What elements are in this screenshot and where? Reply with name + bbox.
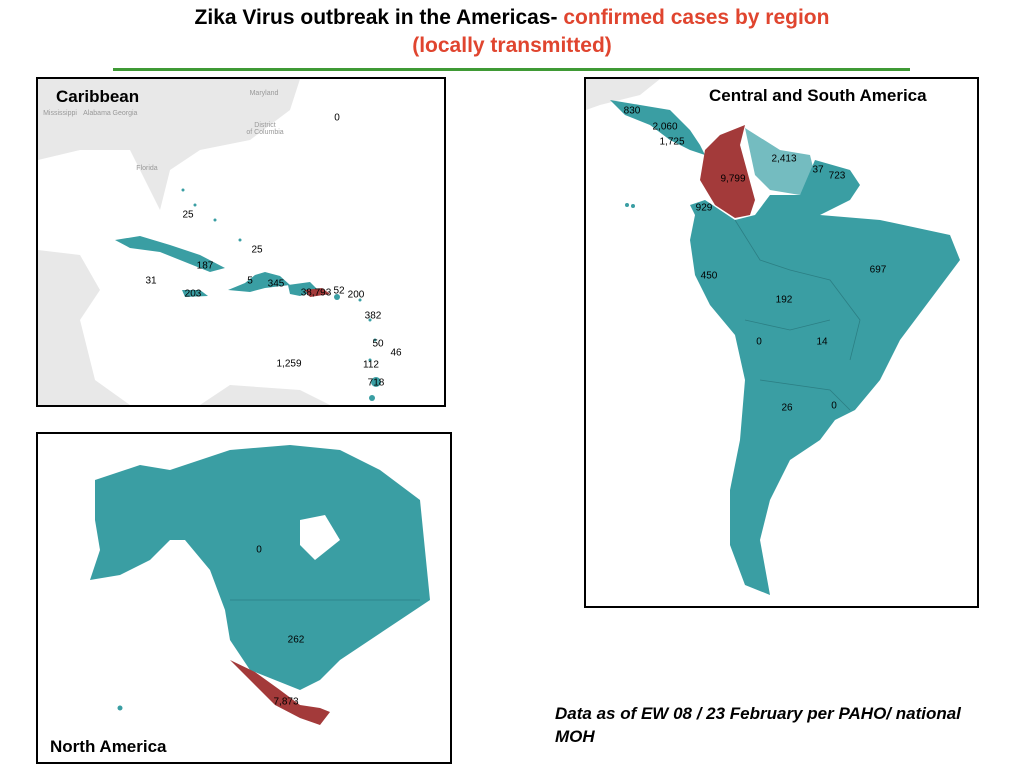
case-label: 25 bbox=[251, 245, 263, 256]
caribbean-map bbox=[38, 79, 444, 405]
case-label: 2,060 bbox=[652, 122, 677, 133]
title: Zika Virus outbreak in the Americas- con… bbox=[172, 4, 852, 60]
case-label: 830 bbox=[624, 106, 641, 117]
basemap-label: Maryland bbox=[250, 90, 279, 97]
case-label: 0 bbox=[831, 401, 837, 412]
basemap-label: Georgia bbox=[113, 110, 138, 117]
north-america-map bbox=[38, 434, 450, 762]
title-text: Zika Virus outbreak in the Americas- bbox=[194, 6, 558, 29]
case-label: 345 bbox=[268, 279, 285, 290]
south-america-map bbox=[586, 79, 977, 606]
panel-frame bbox=[584, 77, 979, 608]
case-label: 718 bbox=[368, 378, 385, 389]
footnote: Data as of EW 08 / 23 February per PAHO/… bbox=[555, 704, 961, 746]
case-label: 52 bbox=[333, 286, 345, 297]
case-label: 450 bbox=[701, 271, 718, 282]
case-label: 25 bbox=[182, 210, 194, 221]
case-label: 5 bbox=[247, 276, 253, 287]
case-label: 929 bbox=[696, 203, 713, 214]
case-label: 1,259 bbox=[276, 359, 301, 370]
panel-frame bbox=[36, 432, 452, 764]
basemap-label: of Columbia bbox=[246, 129, 283, 136]
case-label: 200 bbox=[348, 290, 365, 301]
basemap-label: District bbox=[254, 122, 275, 129]
case-label: 0 bbox=[256, 545, 262, 556]
case-label: 0 bbox=[756, 337, 762, 348]
title-highlight: confirmed cases by region (locally trans… bbox=[412, 6, 830, 57]
case-label: 187 bbox=[197, 261, 214, 272]
case-label: 192 bbox=[776, 295, 793, 306]
basemap-label: Mississippi bbox=[43, 110, 77, 117]
panel-frame bbox=[36, 77, 446, 407]
case-label: 31 bbox=[145, 276, 157, 287]
panel-title: Central and South America bbox=[709, 86, 927, 105]
case-label: 0 bbox=[334, 113, 340, 124]
basemap-label: Florida bbox=[136, 165, 158, 172]
case-label: 1,725 bbox=[659, 137, 684, 148]
title-rule bbox=[113, 68, 910, 71]
case-label: 37 bbox=[812, 165, 824, 176]
basemap-label: Alabama bbox=[83, 110, 111, 117]
case-label: 697 bbox=[870, 265, 887, 276]
case-label: 2,413 bbox=[771, 154, 796, 165]
case-label: 112 bbox=[363, 360, 379, 371]
case-label: 723 bbox=[829, 171, 846, 182]
case-label: 262 bbox=[288, 635, 305, 646]
case-label: 9,799 bbox=[720, 174, 745, 185]
case-label: 46 bbox=[390, 348, 402, 359]
case-label: 26 bbox=[781, 403, 793, 414]
case-label: 382 bbox=[365, 311, 382, 322]
case-label: 7,873 bbox=[273, 697, 298, 708]
case-label: 50 bbox=[372, 339, 384, 350]
case-label: 203 bbox=[185, 289, 202, 300]
panel-title: North America bbox=[50, 737, 167, 756]
case-label: 38,793 bbox=[301, 288, 332, 299]
case-label: 14 bbox=[816, 337, 828, 348]
panel-title: Caribbean bbox=[56, 87, 139, 106]
